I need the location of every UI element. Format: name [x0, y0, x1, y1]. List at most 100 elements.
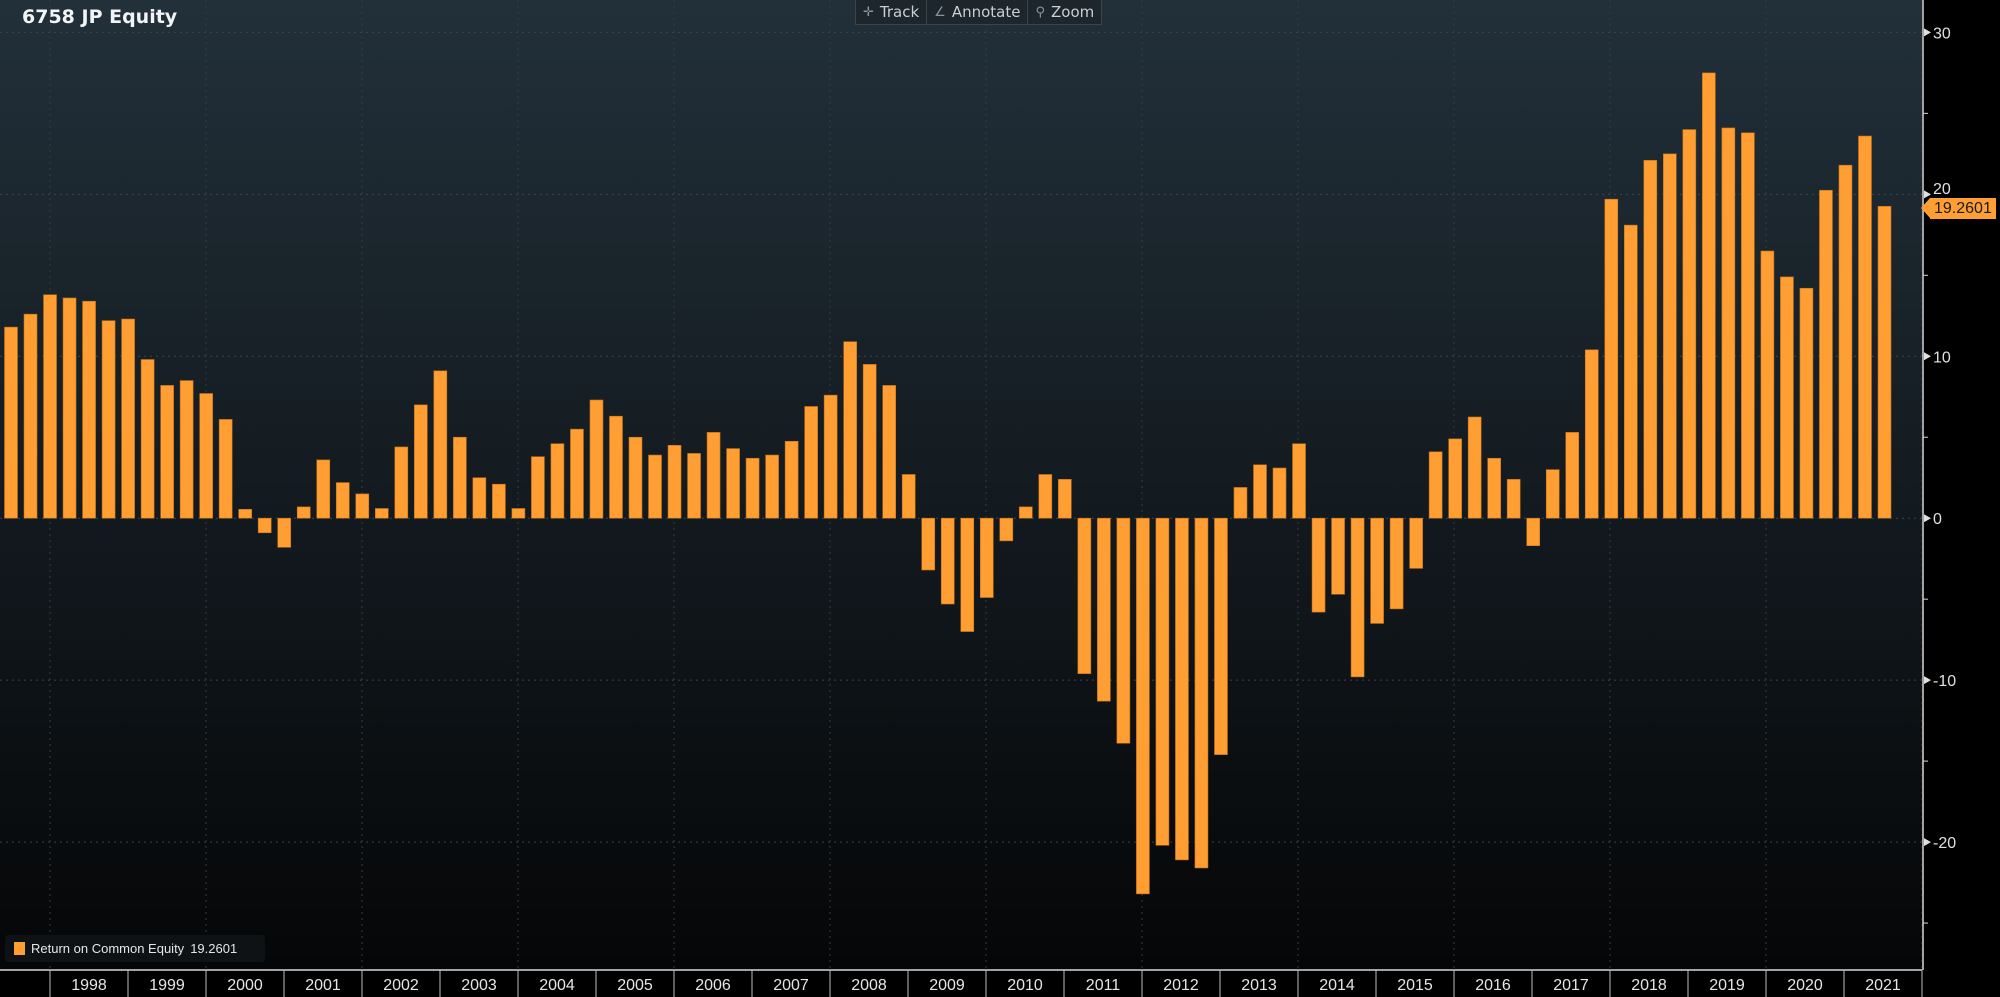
- bar: [570, 428, 584, 519]
- bar: [1331, 517, 1345, 595]
- legend-label: Return on Common Equity: [31, 941, 185, 956]
- x-tick-label: 2007: [773, 977, 809, 994]
- x-axis: 1998 1999 2000 2001 2002 2003 2004 2005 2006 2007…: [0, 969, 1923, 997]
- bar: [687, 453, 701, 519]
- track-button[interactable]: ✛ Track: [856, 0, 928, 24]
- x-tick-label: 2013: [1241, 977, 1277, 994]
- bar: [140, 359, 155, 519]
- bar: [1819, 189, 1833, 519]
- x-tick-label: 2008: [851, 977, 887, 994]
- y-tick-marker: [1924, 28, 1931, 37]
- bar: [1214, 517, 1228, 755]
- x-tick-label: 2011: [1086, 977, 1121, 994]
- bar: [101, 320, 116, 519]
- bar: [1858, 135, 1872, 519]
- bar: [335, 482, 350, 519]
- magnifier-icon: ⚲: [1035, 4, 1045, 20]
- bar: [316, 459, 331, 519]
- y-axis-background: [1922, 0, 2000, 997]
- bar: [882, 385, 897, 519]
- chart-title: 6758 JP Equity: [22, 6, 178, 28]
- bar: [238, 508, 252, 519]
- x-tick-label: 2009: [929, 977, 965, 994]
- bar: [492, 483, 506, 519]
- y-tick-label: -20: [1933, 835, 1956, 852]
- bar: [1194, 517, 1209, 869]
- x-tick-label: 2017: [1553, 977, 1589, 994]
- bar: [199, 393, 213, 519]
- bar: [160, 385, 174, 519]
- y-tick-label: 20: [1933, 181, 1951, 198]
- bar: [1702, 72, 1716, 519]
- x-tick-label: 2019: [1709, 977, 1745, 994]
- bar: [706, 432, 721, 519]
- legend[interactable]: Return on Common Equity 19.2601: [5, 935, 265, 962]
- bar: [940, 517, 955, 605]
- legend-value: 19.2601: [190, 941, 238, 956]
- bar: [1545, 469, 1560, 519]
- bar: [1526, 517, 1541, 547]
- bar: [1116, 517, 1131, 744]
- x-tick-label: 2018: [1631, 977, 1667, 994]
- y-tick-label: 10: [1933, 349, 1951, 366]
- bar: [1058, 479, 1072, 519]
- y-tick-label: 0: [1933, 511, 1942, 528]
- bar: [609, 415, 623, 519]
- zoom-label: Zoom: [1051, 3, 1095, 21]
- bar: [257, 517, 272, 534]
- x-tick-label: 2001: [305, 977, 341, 994]
- bar: [1370, 517, 1384, 624]
- bar: [355, 493, 370, 519]
- bar: [648, 454, 662, 519]
- bar: [1019, 506, 1033, 519]
- x-tick-label: 2012: [1163, 977, 1199, 994]
- x-tick-label: 2021: [1865, 977, 1901, 994]
- x-tick-label: 2005: [617, 977, 653, 994]
- bar: [628, 436, 643, 519]
- bar: [511, 508, 526, 519]
- bar: [667, 445, 682, 519]
- bar: [1487, 457, 1501, 519]
- bar: [784, 440, 799, 519]
- y-axis: 30 20 10 0 -10 -20: [1922, 0, 2000, 997]
- x-tick-label: 2016: [1475, 977, 1511, 994]
- bar: [1838, 164, 1853, 519]
- x-tick-label: 2014: [1319, 977, 1355, 994]
- bar: [453, 436, 467, 519]
- bar: [414, 404, 428, 519]
- bar: [394, 446, 409, 519]
- bar: [921, 517, 936, 571]
- x-tick-label: 2000: [227, 977, 263, 994]
- bar: [979, 517, 994, 598]
- bar: [1643, 160, 1658, 519]
- bar: [999, 517, 1014, 542]
- bar: [62, 297, 77, 519]
- bar: [1097, 517, 1111, 702]
- y-tick-marker: [1924, 676, 1931, 685]
- bar: [589, 399, 604, 519]
- bar: [531, 456, 545, 519]
- bar: [1428, 451, 1443, 519]
- bar: [745, 457, 760, 519]
- bar: [1467, 416, 1482, 519]
- annotate-button[interactable]: ∠ Annotate: [927, 0, 1029, 24]
- bar: [1292, 443, 1306, 519]
- track-label: Track: [879, 3, 920, 21]
- bar: [1877, 206, 1892, 519]
- bar: [179, 380, 194, 519]
- bar: [82, 300, 96, 519]
- x-tick-label: 2006: [695, 977, 731, 994]
- bar: [804, 406, 818, 519]
- bar: [550, 443, 565, 519]
- bar: [218, 419, 233, 519]
- bar: [823, 394, 838, 519]
- bar: [1604, 198, 1619, 519]
- zoom-button[interactable]: ⚲ Zoom: [1028, 0, 1101, 24]
- bar: [1721, 127, 1736, 519]
- y-tick-marker: [1924, 190, 1931, 199]
- bar: [1741, 132, 1755, 519]
- x-tick-label: 1998: [71, 977, 107, 994]
- bar: [1038, 474, 1053, 519]
- bar: [1175, 517, 1189, 861]
